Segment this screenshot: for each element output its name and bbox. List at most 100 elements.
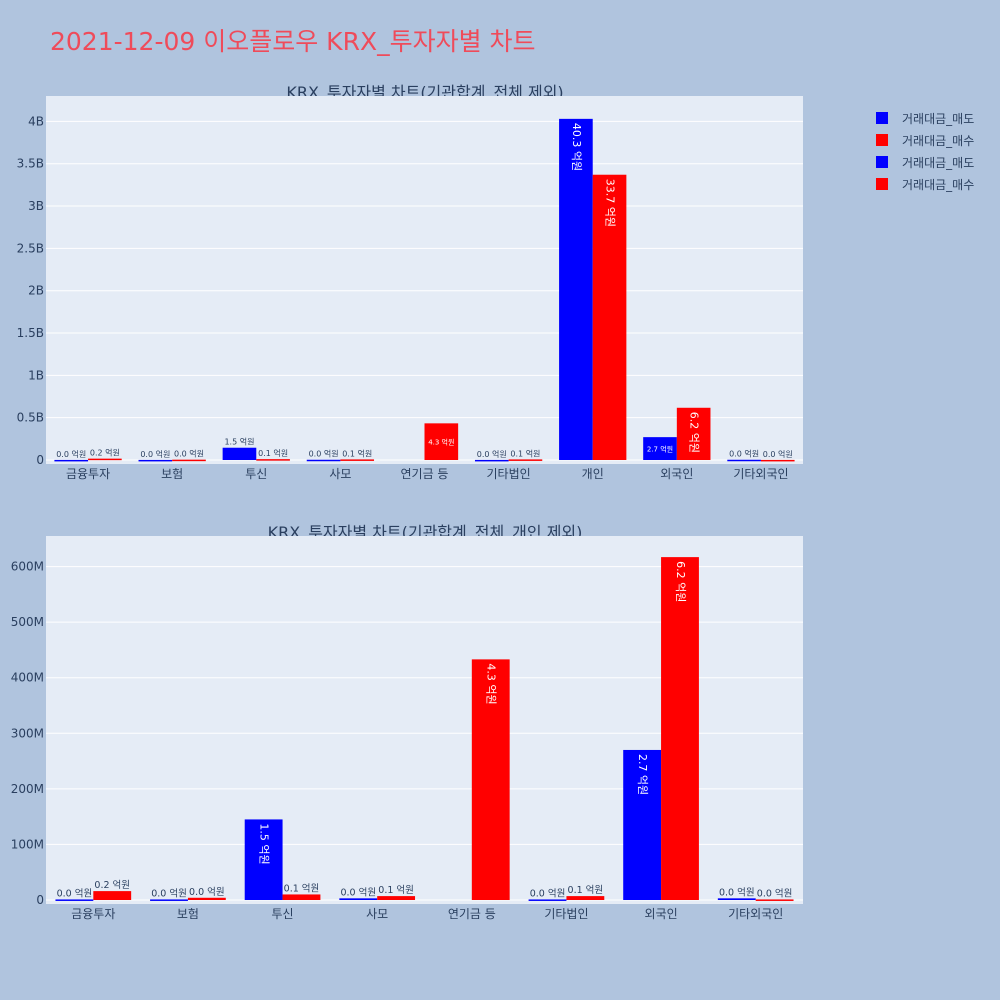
bar[interactable]	[727, 459, 761, 462]
x-tick-label: 기타외국인	[733, 467, 788, 481]
bar[interactable]	[566, 896, 605, 900]
x-tick-label: 외국인	[645, 907, 678, 921]
bar[interactable]	[93, 891, 132, 900]
data-label: 0.0 억원	[763, 449, 793, 459]
bar[interactable]	[187, 897, 226, 900]
data-label: 2.7 억원	[647, 445, 673, 454]
bar[interactable]	[643, 437, 677, 460]
x-tick-label: 금융투자	[71, 907, 115, 921]
bar[interactable]	[592, 174, 627, 460]
x-tick-label: 투신	[245, 467, 267, 481]
y-tick-label: 4B	[28, 114, 44, 128]
data-label: 4.3 억원	[485, 663, 498, 704]
data-label: 0.1 억원	[258, 448, 288, 458]
bar[interactable]	[676, 407, 711, 460]
y-tick-label: 2B	[28, 284, 44, 298]
x-tick-label: 연기금 등	[448, 907, 496, 921]
legend-swatch	[876, 178, 888, 190]
data-label: 0.0 억원	[57, 887, 93, 899]
bar[interactable]	[282, 894, 321, 900]
y-tick-label: 0	[36, 453, 44, 467]
x-tick-label: 사모	[329, 467, 351, 481]
x-tick-label: 투신	[272, 907, 294, 921]
data-label: 6.2 억원	[674, 561, 687, 602]
x-tick-label: 금융투자	[66, 467, 110, 481]
legend-item-buy-2[interactable]: 거래대금_매수	[876, 173, 974, 195]
bar[interactable]	[340, 459, 375, 461]
y-tick-label: 600M	[11, 560, 44, 574]
bar[interactable]	[256, 459, 290, 461]
y-tick-label: 1B	[28, 368, 44, 382]
data-label: 0.0 억원	[729, 449, 759, 459]
bar[interactable]	[528, 899, 567, 901]
y-tick-label: 500M	[11, 615, 44, 629]
legend-label: 거래대금_매수	[902, 177, 975, 192]
data-label: 0.0 억원	[140, 449, 170, 459]
data-label: 1.5 억원	[224, 437, 254, 447]
bar[interactable]	[244, 819, 283, 900]
legend-swatch	[876, 134, 888, 146]
legend-swatch	[876, 156, 888, 168]
data-label: 33.7 억원	[604, 179, 617, 227]
y-tick-label: 0.5B	[17, 411, 44, 425]
data-label: 0.1 억원	[342, 448, 372, 458]
bar[interactable]	[88, 458, 122, 461]
data-label: 0.1 억원	[284, 882, 320, 894]
bar[interactable]	[55, 899, 94, 901]
bar[interactable]	[471, 659, 510, 900]
x-tick-label: 기타법인	[487, 467, 531, 481]
bar[interactable]	[661, 557, 699, 900]
bar[interactable]	[623, 749, 662, 900]
legend-swatch	[876, 112, 888, 124]
bar[interactable]	[172, 459, 206, 462]
legend-item-sell-2[interactable]: 거래대금_매도	[876, 151, 974, 173]
x-tick-label: 사모	[366, 907, 388, 921]
bar[interactable]	[508, 459, 543, 461]
bar[interactable]	[760, 459, 795, 462]
bar[interactable]	[222, 447, 257, 460]
data-label: 0.2 억원	[90, 448, 120, 458]
x-tick-label: 보험	[177, 907, 199, 921]
y-tick-label: 3B	[28, 199, 44, 213]
data-label: 0.2 억원	[94, 879, 130, 891]
legend-label: 거래대금_매도	[902, 111, 975, 126]
data-label: 0.0 억원	[151, 887, 187, 899]
legend: 거래대금_매도 거래대금_매수 거래대금_매도 거래대금_매수	[876, 107, 974, 195]
bar[interactable]	[150, 899, 188, 901]
data-label: 0.0 억원	[757, 887, 793, 899]
bar[interactable]	[306, 459, 341, 462]
data-label: 0.0 억원	[477, 449, 507, 459]
bar[interactable]	[138, 459, 173, 462]
bar[interactable]	[474, 459, 509, 462]
bar[interactable]	[339, 898, 378, 900]
bar[interactable]	[755, 899, 794, 901]
data-label: 0.0 억원	[174, 449, 204, 459]
legend-item-buy-1[interactable]: 거래대금_매수	[876, 129, 974, 151]
x-tick-label: 외국인	[660, 467, 693, 481]
data-label: 1.5 억원	[258, 823, 271, 864]
data-label: 2.7 억원	[636, 754, 649, 795]
x-tick-label: 기타외국인	[728, 907, 783, 921]
page-title: 2021-12-09 이오플로우 KRX_투자자별 차트	[50, 27, 536, 56]
plot-background	[46, 96, 803, 464]
bar[interactable]	[377, 896, 416, 900]
bar[interactable]	[424, 423, 459, 460]
x-tick-label: 개인	[582, 467, 604, 481]
x-tick-label: 기타법인	[544, 907, 588, 921]
data-label: 6.2 억원	[688, 412, 701, 453]
data-label: 0.0 억원	[719, 886, 755, 898]
y-tick-label: 1.5B	[17, 326, 44, 340]
data-label: 0.1 억원	[510, 448, 540, 458]
data-label: 40.3 억원	[570, 123, 583, 171]
bar[interactable]	[717, 898, 756, 900]
bar[interactable]	[54, 459, 89, 462]
chart-0: 0 0.5B 1B 1.5B 2B 2.5B 3B 3.5B 4B 금융투자 0.0 억원 0.2 억…	[17, 96, 803, 481]
data-label: 0.1 억원	[568, 884, 604, 896]
legend-label: 거래대금_매수	[902, 133, 975, 148]
y-tick-label: 100M	[11, 837, 44, 851]
legend-item-sell-1[interactable]: 거래대금_매도	[876, 107, 974, 129]
bar[interactable]	[559, 118, 593, 461]
x-tick-label: 연기금 등	[401, 467, 449, 481]
